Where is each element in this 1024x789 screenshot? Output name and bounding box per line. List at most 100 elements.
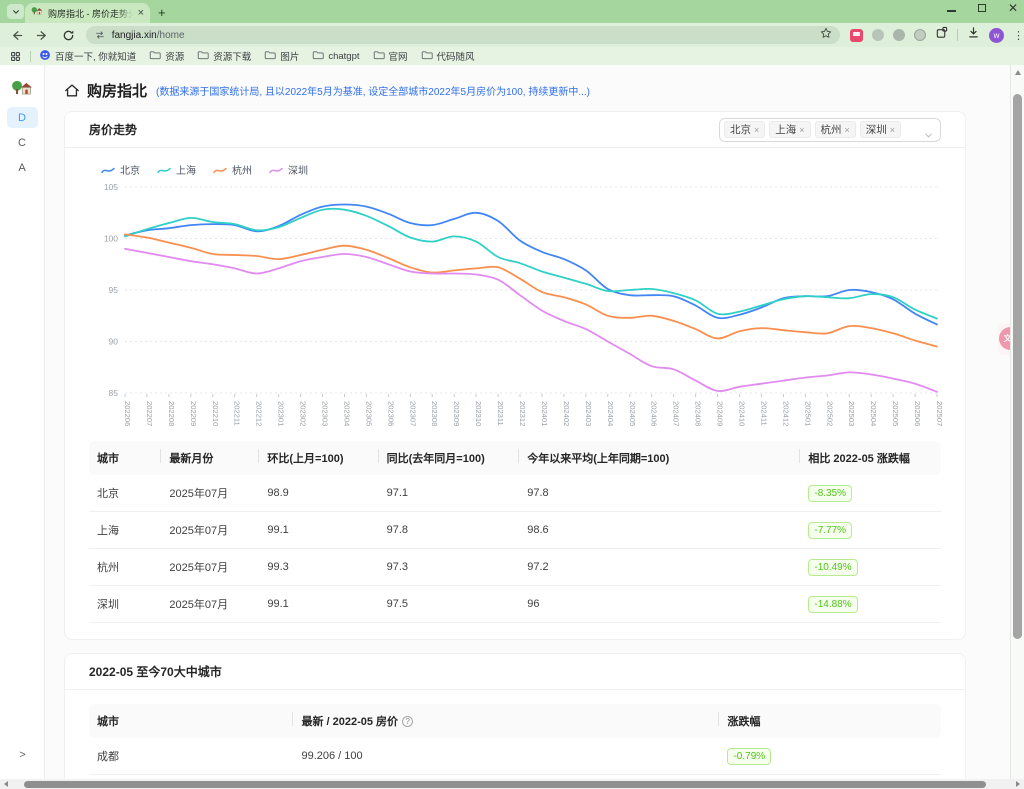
folder-icon bbox=[264, 49, 276, 63]
new-tab-button[interactable]: + bbox=[158, 5, 166, 20]
bookmark-folder[interactable]: 资源下载 bbox=[197, 49, 251, 63]
table-row: 成都99.206 / 100-0.79% bbox=[89, 738, 941, 775]
bookmarks-separator bbox=[30, 51, 31, 62]
scroll-up-arrow-icon[interactable] bbox=[1015, 70, 1021, 75]
main-content: 购房指北 (数据来源于国家统计局, 且以2022年5月为基准, 设定全部城市20… bbox=[45, 65, 1010, 779]
extensions-puzzle-icon[interactable] bbox=[935, 26, 948, 44]
svg-text:100: 100 bbox=[104, 234, 118, 244]
city-tag[interactable]: 上海× bbox=[769, 121, 810, 138]
change-badge: -10.49% bbox=[808, 559, 857, 576]
extension-icon-red[interactable] bbox=[850, 29, 863, 42]
city-tag[interactable]: 杭州× bbox=[815, 121, 856, 138]
legend-item[interactable]: 北京 bbox=[101, 162, 140, 177]
change-badge: -7.77% bbox=[808, 522, 852, 539]
svg-text:202211: 202211 bbox=[233, 401, 242, 426]
home-icon bbox=[64, 83, 80, 98]
sidebar-item-a[interactable]: A bbox=[7, 157, 38, 178]
svg-text:105: 105 bbox=[104, 182, 118, 192]
url-bar[interactable]: fangjia.xin/home bbox=[86, 26, 840, 44]
downloads-button[interactable] bbox=[967, 26, 980, 44]
value-cell: 2025年07月 bbox=[161, 586, 259, 623]
tab-close-icon[interactable]: × bbox=[138, 8, 144, 18]
legend-item[interactable]: 深圳 bbox=[269, 162, 308, 177]
horizontal-scrollbar[interactable] bbox=[0, 779, 1024, 789]
svg-text:202409: 202409 bbox=[716, 401, 725, 426]
svg-text:202408: 202408 bbox=[694, 401, 703, 426]
city-tag[interactable]: 深圳× bbox=[860, 121, 901, 138]
bookmark-star-icon[interactable] bbox=[820, 26, 832, 44]
bookmark-folder[interactable]: 代码随风 bbox=[421, 49, 475, 63]
sidebar-collapse-button[interactable]: > bbox=[0, 749, 45, 761]
svg-text:202303: 202303 bbox=[321, 401, 330, 426]
value-cell: 97.8 bbox=[379, 512, 520, 549]
forward-button[interactable] bbox=[34, 26, 52, 44]
tab-search-button[interactable] bbox=[7, 4, 24, 19]
window-minimize-button[interactable] bbox=[947, 10, 956, 12]
line-series-icon bbox=[101, 165, 116, 175]
bookmark-folder[interactable]: chatgpt bbox=[312, 49, 359, 63]
browser-menu-button[interactable]: ⋮ bbox=[1013, 29, 1024, 42]
bookmark-item[interactable]: 百度一下, 你就知道 bbox=[39, 49, 136, 64]
value-cell: 99.1 bbox=[259, 512, 378, 549]
bookmark-folder[interactable]: 资源 bbox=[149, 49, 184, 63]
trend-card: 房价走势 北京×上海×杭州×深圳× 北京上海杭州深圳 1051009590852… bbox=[64, 111, 966, 640]
svg-text:90: 90 bbox=[109, 337, 119, 347]
table-row: 杭州2025年07月99.397.397.2-10.49% bbox=[89, 549, 941, 586]
svg-text:202307: 202307 bbox=[408, 401, 417, 426]
change-cell: -10.49% bbox=[800, 549, 941, 586]
sidebar-item-d[interactable]: D bbox=[7, 107, 38, 128]
scroll-left-arrow-icon[interactable] bbox=[4, 781, 8, 787]
page-note: (数据来源于国家统计局, 且以2022年5月为基准, 设定全部城市2022年5月… bbox=[156, 83, 590, 98]
profile-avatar[interactable]: w bbox=[989, 28, 1004, 43]
window-close-button[interactable]: ✕ bbox=[1008, 3, 1018, 13]
city-cell: 上海 bbox=[89, 512, 161, 549]
value-cell: 97.2 bbox=[519, 549, 800, 586]
city-tag[interactable]: 北京× bbox=[724, 121, 765, 138]
svg-text:202502: 202502 bbox=[825, 401, 834, 426]
legend-item[interactable]: 上海 bbox=[157, 162, 196, 177]
value-cell: 2025年07月 bbox=[161, 475, 259, 512]
reload-button[interactable] bbox=[60, 26, 78, 44]
column-header: 环比(上月=100) bbox=[259, 441, 378, 475]
extension-icon-1[interactable] bbox=[872, 29, 884, 41]
tag-close-icon[interactable]: × bbox=[754, 125, 759, 135]
folder-icon bbox=[373, 49, 385, 63]
svg-text:202305: 202305 bbox=[364, 401, 373, 426]
horizontal-scrollbar-thumb[interactable] bbox=[24, 781, 986, 788]
back-button[interactable] bbox=[8, 26, 26, 44]
svg-text:202401: 202401 bbox=[540, 401, 549, 426]
vertical-scrollbar[interactable] bbox=[1010, 65, 1024, 779]
tag-close-icon[interactable]: × bbox=[799, 125, 804, 135]
apps-grid-icon[interactable] bbox=[6, 47, 24, 65]
change-cell: -8.35% bbox=[800, 475, 941, 512]
scroll-right-arrow-icon[interactable] bbox=[1016, 781, 1020, 787]
tag-close-icon[interactable]: × bbox=[890, 125, 895, 135]
change-cell: -0.79% bbox=[719, 738, 941, 775]
bookmark-label: 资源下载 bbox=[213, 49, 251, 63]
value-cell: 97.8 bbox=[519, 475, 800, 512]
svg-text:202310: 202310 bbox=[474, 401, 483, 426]
legend-item[interactable]: 杭州 bbox=[213, 162, 252, 177]
value-cell: 99.1 bbox=[259, 586, 378, 623]
help-icon[interactable]: ? bbox=[402, 716, 413, 727]
value-cell: 96 bbox=[519, 586, 800, 623]
tag-close-icon[interactable]: × bbox=[845, 125, 850, 135]
window-maximize-button[interactable] bbox=[978, 4, 986, 12]
bookmark-folder[interactable]: 官网 bbox=[373, 49, 408, 63]
city-multiselect[interactable]: 北京×上海× 杭州×深圳× bbox=[719, 118, 941, 142]
extension-icon-3[interactable] bbox=[914, 29, 926, 41]
column-header: 涨跌幅 bbox=[719, 704, 941, 738]
site-logo[interactable] bbox=[0, 78, 44, 98]
extension-icon-2[interactable] bbox=[893, 29, 905, 41]
folder-icon bbox=[421, 49, 433, 63]
bookmark-folder[interactable]: 图片 bbox=[264, 49, 299, 63]
table-row: 上海2025年07月99.197.898.6-7.77% bbox=[89, 512, 941, 549]
line-series-icon bbox=[157, 165, 172, 175]
svg-text:202206: 202206 bbox=[123, 401, 132, 426]
browser-tab[interactable]: 购房指北 - 房价走势分析, 购 × bbox=[25, 3, 150, 23]
svg-text:202405: 202405 bbox=[628, 401, 637, 426]
column-header: 相比 2022-05 涨跌幅 bbox=[800, 441, 941, 475]
vertical-scrollbar-thumb[interactable] bbox=[1013, 94, 1022, 639]
sidebar-item-c[interactable]: C bbox=[7, 132, 38, 153]
browser-toolbar: fangjia.xin/home w ⋮ bbox=[0, 23, 1024, 47]
